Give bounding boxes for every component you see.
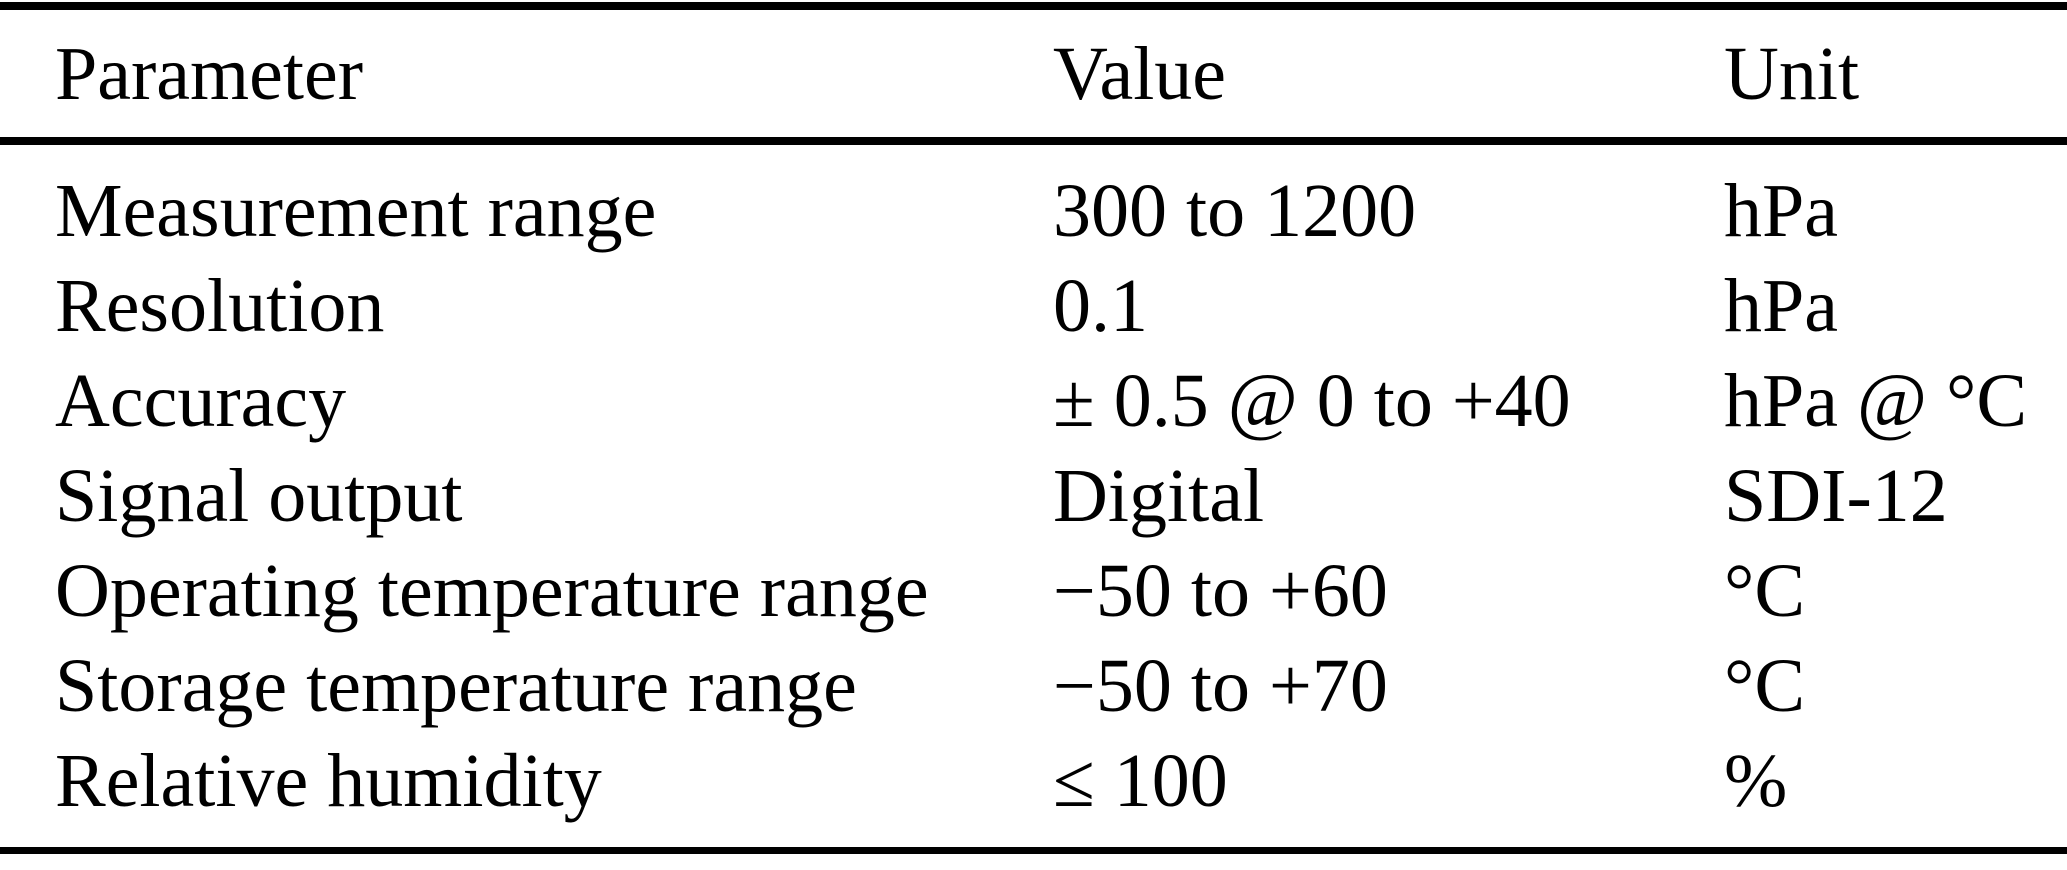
table-row: Signal output Digital SDI-12 [0, 448, 2067, 543]
param-cell: Signal output [55, 453, 463, 538]
col-header-value: Value [1053, 6, 1724, 145]
unit-cell: % [1724, 738, 1788, 823]
unit-cell: hPa @ °C [1724, 358, 2028, 443]
col-header-unit: Unit [1724, 6, 2067, 145]
table-row: Relative humidity ≤ 100 % [0, 733, 2067, 828]
param-cell: Storage temperature range [55, 643, 857, 728]
unit-cell: °C [1724, 643, 1806, 728]
table-header: Parameter Value Unit [0, 6, 2067, 145]
header-row: Parameter Value Unit [0, 6, 2067, 145]
table-row: Accuracy ± 0.5 @ 0 to +40 hPa @ °C [0, 353, 2067, 448]
table-row: Resolution 0.1 hPa [0, 258, 2067, 353]
param-cell: Accuracy [55, 358, 347, 443]
col-header-parameter: Parameter [0, 6, 1053, 145]
value-cell: 300 to 1200 [1053, 168, 1417, 253]
table-row: Storage temperature range −50 to +70 °C [0, 638, 2067, 733]
value-cell: −50 to +60 [1053, 548, 1388, 633]
table-row: Operating temperature range −50 to +60 °… [0, 543, 2067, 638]
unit-cell: SDI-12 [1724, 453, 1948, 538]
param-cell: Relative humidity [55, 738, 602, 823]
value-cell: ≤ 100 [1053, 738, 1228, 823]
value-cell: ± 0.5 @ 0 to +40 [1053, 358, 1571, 443]
value-cell: 0.1 [1053, 263, 1148, 348]
specification-table: Parameter Value Unit Measurement range 3… [0, 2, 2067, 854]
unit-cell: hPa [1724, 263, 1838, 348]
unit-cell: °C [1724, 548, 1806, 633]
param-cell: Operating temperature range [55, 548, 929, 633]
param-cell: Resolution [55, 263, 385, 348]
unit-cell: hPa [1724, 168, 1838, 253]
param-cell: Measurement range [55, 168, 657, 253]
value-cell: −50 to +70 [1053, 643, 1388, 728]
table-row: Measurement range 300 to 1200 hPa [0, 163, 2067, 258]
table-body: Measurement range 300 to 1200 hPa Resolu… [0, 141, 2067, 850]
value-cell: Digital [1053, 453, 1265, 538]
